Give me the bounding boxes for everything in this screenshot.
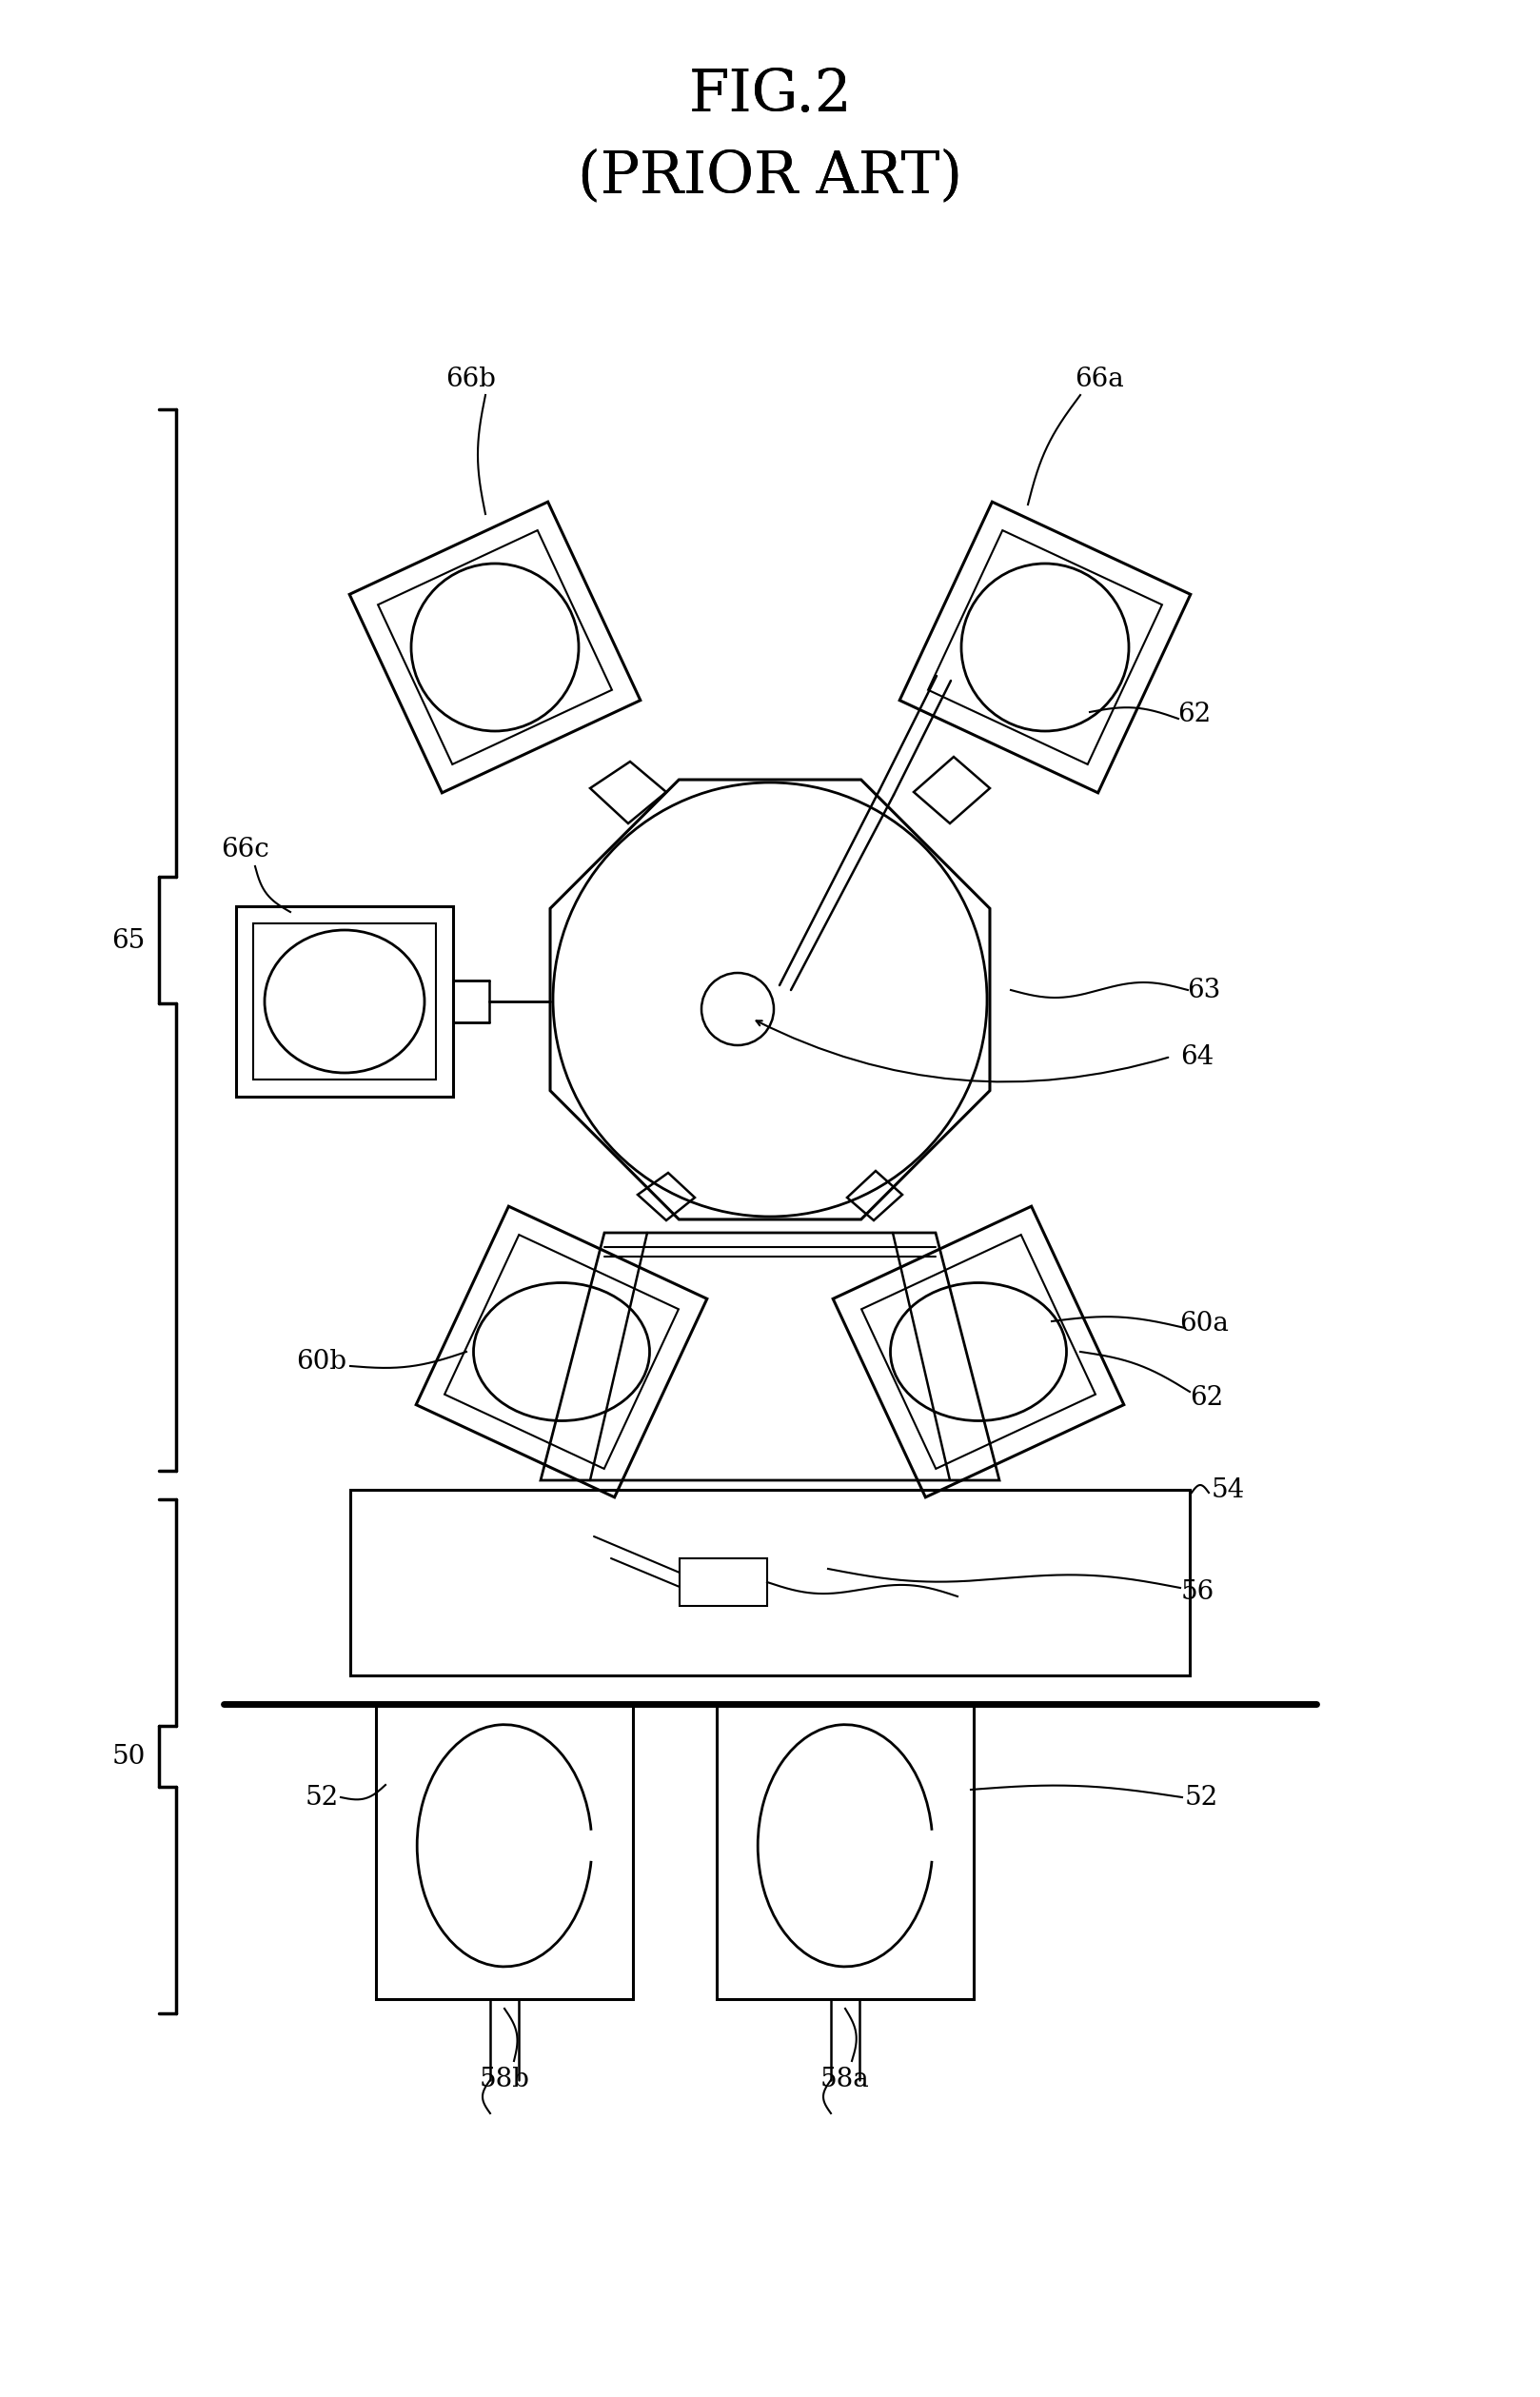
Ellipse shape (265, 930, 425, 1074)
Text: 60a: 60a (1180, 1311, 1229, 1335)
Circle shape (553, 781, 987, 1218)
Text: 63: 63 (1187, 978, 1221, 1002)
Text: 58a: 58a (821, 2066, 870, 2093)
Text: 62: 62 (1178, 700, 1212, 726)
Text: 62: 62 (1190, 1385, 1224, 1409)
Text: FIG.2: FIG.2 (688, 67, 852, 125)
Ellipse shape (890, 1282, 1067, 1421)
Text: 56: 56 (1181, 1580, 1214, 1604)
Text: FIG.2: FIG.2 (688, 67, 852, 125)
Text: 54: 54 (1210, 1477, 1244, 1503)
Circle shape (702, 973, 773, 1045)
Text: 58b: 58b (479, 2066, 530, 2093)
Text: 66a: 66a (1075, 367, 1124, 391)
Text: 65: 65 (112, 928, 145, 954)
Circle shape (411, 563, 579, 731)
Circle shape (961, 563, 1129, 731)
Ellipse shape (473, 1282, 650, 1421)
Text: 50: 50 (112, 1743, 145, 1769)
Text: 52: 52 (305, 1783, 339, 1810)
Text: 64: 64 (1181, 1043, 1214, 1069)
Text: (PRIOR ART): (PRIOR ART) (578, 149, 962, 204)
Text: 66b: 66b (447, 367, 496, 391)
Text: 60b: 60b (297, 1350, 346, 1373)
Text: 52: 52 (1184, 1783, 1218, 1810)
Text: (PRIOR ART): (PRIOR ART) (578, 149, 962, 204)
Text: 66c: 66c (222, 837, 270, 863)
